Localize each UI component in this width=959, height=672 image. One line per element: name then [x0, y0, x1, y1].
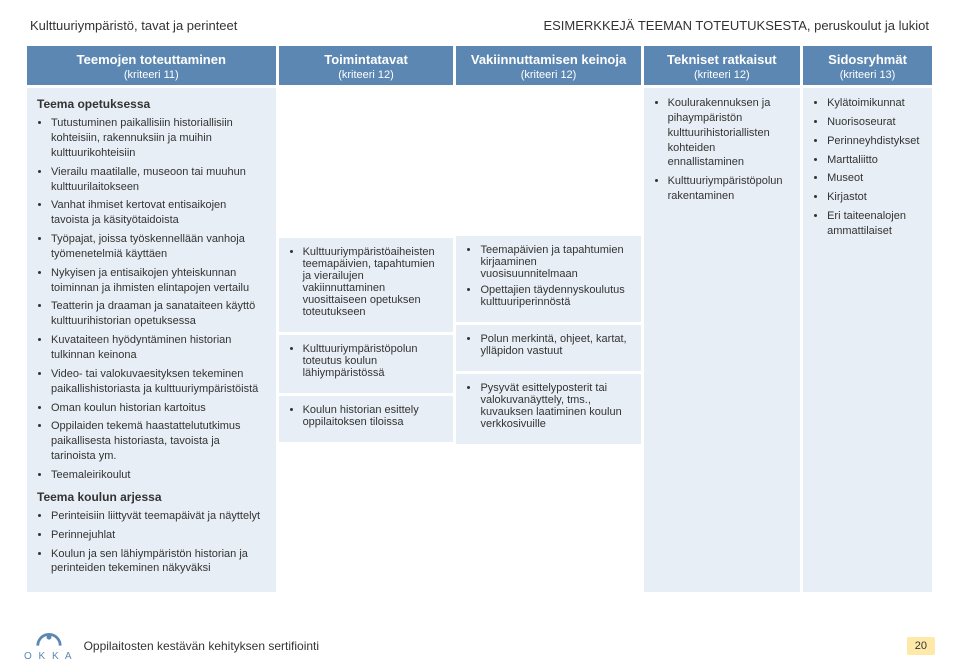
list-item: Eri taiteenalojen ammattilaiset — [827, 209, 922, 239]
list-item: Oman koulun historian kartoitus — [51, 401, 266, 416]
list-item: Polun merkintä, ohjeet, kartat, ylläpido… — [480, 333, 630, 357]
list-item: Nykyisen ja entisaikojen yhteiskunnan to… — [51, 266, 266, 296]
col-header-title: Sidosryhmät — [828, 52, 907, 67]
footer-left: O K K A Oppilaitosten kestävän kehitykse… — [24, 630, 319, 662]
bullet-list: Tutustuminen paikallisiin historiallisii… — [37, 116, 266, 483]
bullet-list: Pysyvät esittelyposterit tai valokuvanäy… — [466, 382, 630, 430]
footer-title: Oppilaitosten kestävän kehityksen sertif… — [84, 639, 319, 653]
table-body-row: Teema opetuksessa Tutustuminen paikallis… — [27, 88, 932, 592]
bullet-list: Koulun historian esittely oppilaitoksen … — [289, 404, 444, 428]
list-item: Opettajien täydennyskoulutus kulttuuripe… — [480, 284, 630, 308]
list-item: Pysyvät esittelyposterit tai valokuvanäy… — [480, 382, 630, 430]
list-item: Teatterin ja draaman ja sanataiteen käyt… — [51, 299, 266, 329]
inner-cell: Kulttuuriympäristöaiheisten teemapäivien… — [279, 238, 454, 332]
bullet-list: Teemapäivien ja tapahtumien kirjaaminen … — [466, 244, 630, 308]
list-item: Koulun ja sen lähiympäristön historian j… — [51, 547, 266, 577]
list-item: Vierailu maatilalle, museoon tai muuhun … — [51, 165, 266, 195]
list-item: Kulttuuriympäristöpolun toteutus koulun … — [303, 343, 444, 379]
list-item: Museot — [827, 171, 922, 186]
list-item: Kirjastot — [827, 190, 922, 205]
bullet-list: Kulttuuriympäristöaiheisten teemapäivien… — [289, 246, 444, 318]
cell-col5: Kylätoimikunnat Nuorisoseurat Perinne­yh… — [803, 88, 932, 592]
inner-cell: Koulun historian esittely oppilaitoksen … — [279, 396, 454, 442]
inner-cell: Pysyvät esittelyposterit tai valokuvanäy… — [456, 374, 640, 444]
col-header-3: Vakiinnuttamisen keinoja (kriteeri 12) — [456, 46, 640, 85]
col-header-sub: (kriteeri 12) — [460, 69, 636, 81]
okka-logo: O K K A — [24, 630, 74, 662]
section-title: Teema opetuksessa — [37, 96, 266, 112]
top-header-right: ESIMERKKEJÄ TEEMAN TOTEUTUKSESTA, perusk… — [543, 18, 929, 33]
top-header-row: Kulttuuriympäristö, tavat ja perinteet E… — [24, 18, 935, 33]
bullet-list: Polun merkintä, ohjeet, kartat, ylläpido… — [466, 333, 630, 357]
logo-icon — [35, 630, 63, 650]
list-item: Marttaliitto — [827, 153, 922, 168]
inner-cell: Kulttuuriympäristöpolun toteutus koulun … — [279, 335, 454, 393]
content-table: Teemojen toteuttaminen (kriteeri 11) Toi… — [24, 43, 935, 595]
col-header-title: Tekniset ratkaisut — [667, 52, 777, 67]
list-item: Kylätoimikunnat — [827, 96, 922, 111]
list-item: Perinne­yhdistykset — [827, 134, 922, 149]
list-item: Tutustuminen paikallisiin historiallisii… — [51, 116, 266, 161]
list-item: Video- tai valokuvaesityksen tekeminen p… — [51, 367, 266, 397]
list-item: Perinteisiin liittyvät teemapäivät ja nä… — [51, 509, 266, 524]
list-item: Teemapäivien ja tapahtumien kirjaaminen … — [480, 244, 630, 280]
col-header-title: Toimintatavat — [324, 52, 408, 67]
col-header-sub: (kriteeri 13) — [807, 69, 928, 81]
cell-col2: Kulttuuriympäristöaiheisten teemapäivien… — [279, 88, 454, 592]
list-item: Oppilaiden tekemä haastattelututkimus pa… — [51, 419, 266, 464]
col-header-title: Teemojen toteuttaminen — [77, 52, 226, 67]
list-item: Perinnejuhlat — [51, 528, 266, 543]
top-header-left: Kulttuuriympäristö, tavat ja perinteet — [30, 18, 237, 33]
list-item: Nuorisoseurat — [827, 115, 922, 130]
col-header-sub: (kriteeri 12) — [648, 69, 796, 81]
col-header-1: Teemojen toteuttaminen (kriteeri 11) — [27, 46, 276, 85]
cell-col3: Teemapäivien ja tapahtumien kirjaaminen … — [456, 88, 640, 592]
list-item: Työpajat, joissa työskennellään vanhoja … — [51, 232, 266, 262]
page-footer: O K K A Oppilaitosten kestävän kehitykse… — [0, 630, 959, 662]
list-item: Kulttuuriympäristöaiheisten teemapäivien… — [303, 246, 444, 318]
col-header-sub: (kriteeri 11) — [31, 69, 272, 81]
col-header-4: Tekniset ratkaisut (kriteeri 12) — [644, 46, 800, 85]
col-header-5: Sidosryhmät (kriteeri 13) — [803, 46, 932, 85]
inner-cell: Teemapäivien ja tapahtumien kirjaaminen … — [456, 236, 640, 322]
inner-cell: Polun merkintä, ohjeet, kartat, ylläpido… — [456, 325, 640, 371]
list-item: Koulurakennuksen ja pihaympäristön kultt… — [668, 96, 790, 170]
section-title: Teema koulun arjessa — [37, 489, 266, 505]
bullet-list: Kulttuuriympäristöpolun toteutus koulun … — [289, 343, 444, 379]
col-header-2: Toimintatavat (kriteeri 12) — [279, 46, 454, 85]
cell-col4: Koulurakennuksen ja pihaympäristön kultt… — [644, 88, 800, 592]
list-item: Kuvataiteen hyödyntäminen historian tulk… — [51, 333, 266, 363]
list-item: Koulun historian esittely oppilaitoksen … — [303, 404, 444, 428]
list-item: Teemaleirikoulut — [51, 468, 266, 483]
bullet-list: Perinteisiin liittyvät teemapäivät ja nä… — [37, 509, 266, 576]
list-item: Kulttuuriympäristö­polun rakentaminen — [668, 174, 790, 204]
okka-text: O K K A — [24, 651, 74, 662]
list-item: Vanhat ihmiset kertovat entisaikojen tav… — [51, 198, 266, 228]
col-header-sub: (kriteeri 12) — [283, 69, 450, 81]
page-number: 20 — [907, 637, 935, 655]
bullet-list: Koulurakennuksen ja pihaympäristön kultt… — [654, 96, 790, 204]
table-header-row: Teemojen toteuttaminen (kriteeri 11) Toi… — [27, 46, 932, 85]
bullet-list: Kylätoimikunnat Nuorisoseurat Perinne­yh… — [813, 96, 922, 239]
col-header-title: Vakiinnuttamisen keinoja — [471, 52, 626, 67]
page-container: Kulttuuriympäristö, tavat ja perinteet E… — [0, 0, 959, 595]
cell-col1: Teema opetuksessa Tutustuminen paikallis… — [27, 88, 276, 592]
